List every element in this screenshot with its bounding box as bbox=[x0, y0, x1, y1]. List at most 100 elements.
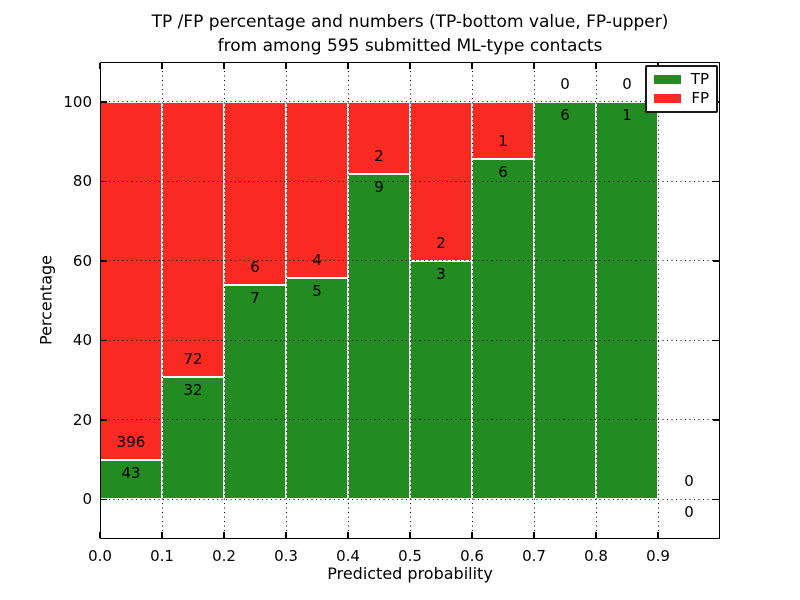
horizontal-gridline bbox=[100, 419, 720, 421]
plot-frame bbox=[100, 62, 720, 539]
y-tick-mark bbox=[101, 101, 107, 103]
x-tick-mark bbox=[347, 532, 349, 538]
x-tick-label: 0.1 bbox=[150, 547, 174, 565]
tp-count-label: 32 bbox=[183, 380, 203, 399]
tp-bar-segment bbox=[162, 376, 224, 500]
vertical-gridline bbox=[657, 62, 659, 539]
horizontal-gridline bbox=[100, 339, 720, 341]
x-tick-label: 0.3 bbox=[274, 547, 298, 565]
y-tick-label: 40 bbox=[72, 331, 92, 350]
y-tick-mark bbox=[101, 419, 107, 421]
x-tick-mark bbox=[99, 532, 101, 538]
fp-count-label: 72 bbox=[183, 349, 203, 368]
y-tick-mark bbox=[101, 339, 107, 341]
vertical-gridline bbox=[471, 62, 473, 539]
y-tick-mark-right bbox=[713, 180, 719, 182]
x-tick-label: 0.5 bbox=[398, 547, 422, 565]
tp-bar-segment bbox=[534, 101, 596, 500]
y-tick-label: 20 bbox=[72, 410, 92, 429]
tp-bar-segment bbox=[224, 285, 286, 500]
tp-count-label: 9 bbox=[374, 178, 384, 197]
fp-bar-segment bbox=[162, 101, 224, 377]
tp-count-label: 3 bbox=[436, 264, 446, 283]
legend: TP FP bbox=[645, 65, 718, 113]
tp-bar-segment bbox=[596, 101, 658, 500]
x-tick-label: 0.7 bbox=[522, 547, 546, 565]
x-tick-mark bbox=[471, 532, 473, 538]
x-tick-label: 0.0 bbox=[88, 547, 112, 565]
legend-swatch-tp bbox=[654, 75, 681, 84]
y-tick-mark-right bbox=[713, 419, 719, 421]
y-tick-label: 60 bbox=[72, 251, 92, 270]
legend-entry-fp: FP bbox=[654, 91, 709, 106]
x-tick-mark-top bbox=[285, 63, 287, 69]
tp-bar-segment bbox=[286, 278, 348, 500]
vertical-gridline bbox=[409, 62, 411, 539]
y-tick-mark bbox=[101, 498, 107, 500]
x-tick-mark bbox=[161, 532, 163, 538]
x-tick-mark bbox=[409, 532, 411, 538]
horizontal-gridline bbox=[100, 260, 720, 262]
y-tick-mark-right bbox=[713, 339, 719, 341]
y-tick-label: 100 bbox=[63, 92, 92, 111]
fp-count-label: 396 bbox=[116, 433, 146, 452]
tp-count-label: 43 bbox=[121, 464, 141, 483]
tp-bar-segment bbox=[472, 158, 534, 500]
vertical-gridline bbox=[223, 62, 225, 539]
fp-count-label: 2 bbox=[374, 147, 384, 166]
tp-bar-segment bbox=[348, 174, 410, 500]
tp-count-label: 0 bbox=[684, 503, 694, 522]
fp-count-label: 4 bbox=[312, 251, 322, 270]
chart-title: TP /FP percentage and numbers (TP-bottom… bbox=[0, 10, 800, 58]
fp-count-label: 0 bbox=[684, 472, 694, 491]
y-axis-label: Percentage bbox=[36, 254, 56, 346]
y-tick-mark bbox=[101, 260, 107, 262]
y-tick-mark bbox=[101, 180, 107, 182]
tp-count-label: 6 bbox=[498, 162, 508, 181]
vertical-gridline bbox=[533, 62, 535, 539]
chart-title-line2: from among 595 submitted ML-type contact… bbox=[217, 36, 603, 56]
x-tick-mark-top bbox=[471, 63, 473, 69]
y-tick-mark-right bbox=[713, 260, 719, 262]
tp-count-label: 6 bbox=[560, 105, 570, 124]
y-tick-mark-right bbox=[713, 498, 719, 500]
tp-count-label: 7 bbox=[250, 289, 260, 308]
x-tick-label: 0.2 bbox=[212, 547, 236, 565]
tp-count-label: 5 bbox=[312, 282, 322, 301]
x-tick-mark-top bbox=[533, 63, 535, 69]
fp-count-label: 1 bbox=[498, 131, 508, 150]
x-tick-mark-top bbox=[347, 63, 349, 69]
legend-label-fp: FP bbox=[691, 89, 709, 107]
vertical-gridline bbox=[347, 62, 349, 539]
x-tick-mark-top bbox=[161, 63, 163, 69]
horizontal-gridline bbox=[100, 101, 720, 103]
x-tick-label: 0.6 bbox=[460, 547, 484, 565]
x-tick-mark-top bbox=[595, 63, 597, 69]
x-tick-mark bbox=[223, 532, 225, 538]
fp-count-label: 0 bbox=[560, 74, 570, 93]
vertical-gridline bbox=[285, 62, 287, 539]
fp-count-label: 0 bbox=[622, 74, 632, 93]
x-tick-label: 0.4 bbox=[336, 547, 360, 565]
x-tick-label: 0.9 bbox=[646, 547, 670, 565]
x-tick-mark bbox=[657, 532, 659, 538]
fp-bar-segment bbox=[224, 101, 286, 286]
legend-swatch-fp bbox=[654, 94, 681, 103]
y-tick-label: 0 bbox=[82, 490, 92, 509]
chart-title-line1: TP /FP percentage and numbers (TP-bottom… bbox=[151, 12, 669, 32]
horizontal-gridline bbox=[100, 180, 720, 182]
x-tick-mark-top bbox=[409, 63, 411, 69]
x-axis-label: Predicted probability bbox=[327, 564, 493, 583]
x-tick-mark bbox=[285, 532, 287, 538]
tp-count-label: 1 bbox=[622, 105, 632, 124]
vertical-gridline bbox=[161, 62, 163, 539]
legend-label-tp: TP bbox=[690, 70, 709, 88]
legend-entry-tp: TP bbox=[654, 72, 709, 87]
fp-bar-segment bbox=[286, 101, 348, 279]
x-tick-mark-top bbox=[223, 63, 225, 69]
x-tick-mark bbox=[595, 532, 597, 538]
horizontal-gridline bbox=[100, 498, 720, 500]
